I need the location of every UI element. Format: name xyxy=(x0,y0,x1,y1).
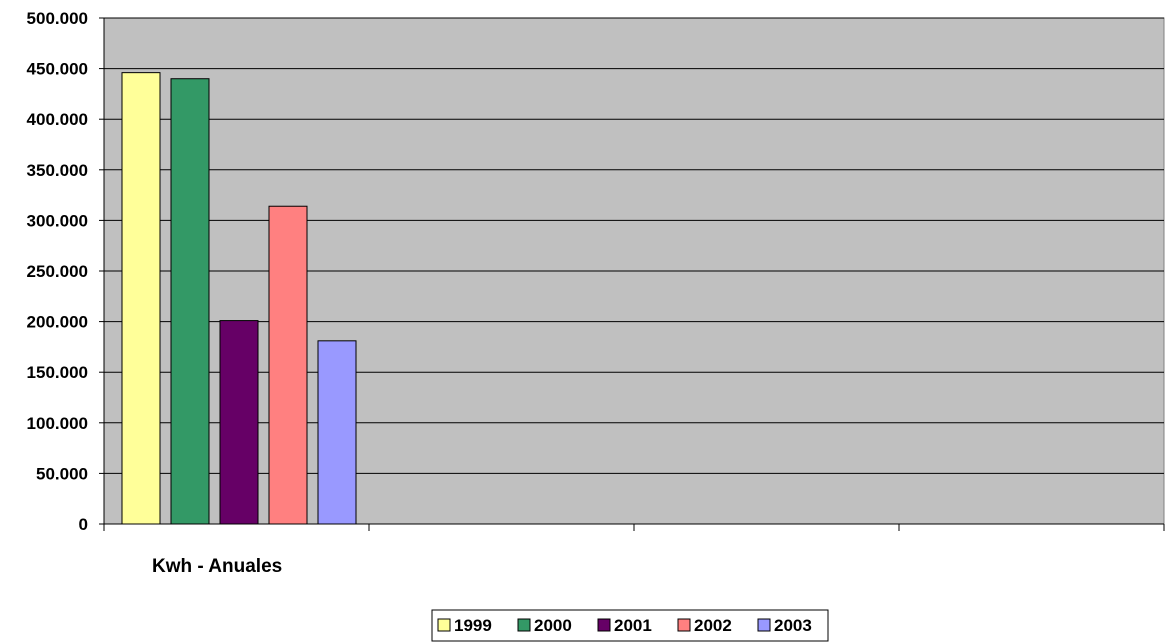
bar-2001 xyxy=(219,320,259,525)
x-axis xyxy=(103,523,1165,531)
bar-1999 xyxy=(121,72,161,525)
y-tick-label: 500.000 xyxy=(27,9,88,28)
y-tick-label: 350.000 xyxy=(27,161,88,180)
legend-label-1999: 1999 xyxy=(454,616,492,635)
bar-2002 xyxy=(268,205,308,525)
legend: 1999 2000 2001 2002 2003 xyxy=(431,609,829,642)
bar-2003 xyxy=(317,340,357,525)
category-label: Kwh - Anuales xyxy=(152,556,282,577)
legend-swatch-2002 xyxy=(677,618,691,632)
legend-swatch-2003 xyxy=(757,618,771,632)
legend-swatch-2000 xyxy=(517,618,531,632)
y-tick-label: 400.000 xyxy=(27,110,88,129)
y-tick-label: 50.000 xyxy=(36,464,88,483)
y-tick-label: 450.000 xyxy=(27,60,88,79)
legend-label-2002: 2002 xyxy=(694,616,732,635)
y-tick-label: 300.000 xyxy=(27,211,88,230)
y-axis: 0 50.000 100.000 150.000 200.000 250.000 300.0… xyxy=(27,9,105,534)
legend-label-2003: 2003 xyxy=(774,616,812,635)
bar-2000 xyxy=(170,78,210,525)
legend-label-2000: 2000 xyxy=(534,616,572,635)
y-tick-label: 250.000 xyxy=(27,262,88,281)
y-tick-label: 150.000 xyxy=(27,363,88,382)
legend-swatch-2001 xyxy=(597,618,611,632)
y-tick-label: 0 xyxy=(79,515,88,534)
y-tick-label: 100.000 xyxy=(27,414,88,433)
y-tick-label: 200.000 xyxy=(27,313,88,332)
legend-swatch-1999 xyxy=(437,618,451,632)
legend-label-2001: 2001 xyxy=(614,616,652,635)
